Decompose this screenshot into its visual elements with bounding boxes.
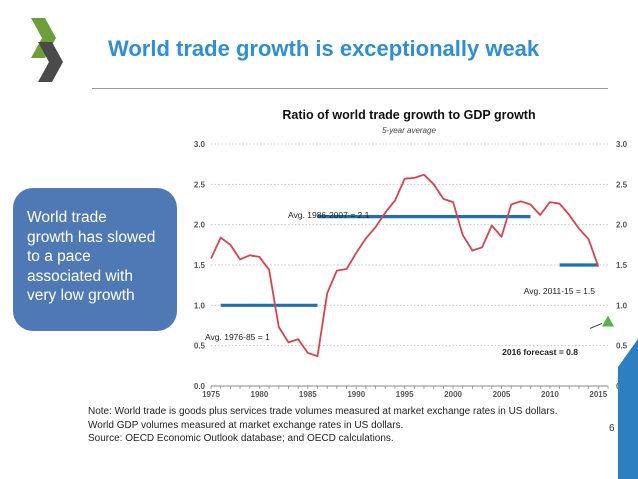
forecast-pointer (589, 323, 603, 329)
x-tick-label: 2000 (444, 390, 462, 399)
page-number: 6 (609, 423, 615, 434)
trade-gdp-ratio-chart: Ratio of world trade growth to GDP growt… (194, 108, 628, 399)
callout-line: associated with (27, 267, 133, 285)
corner-decoration (618, 339, 638, 479)
x-tick-label: 1985 (299, 390, 317, 399)
forecast-label: 2016 forecast = 0.8 (502, 347, 578, 357)
y-tick-label-left: 1.5 (194, 261, 206, 270)
y-tick-label-right: 1.5 (616, 261, 628, 270)
x-tick-label: 1995 (396, 390, 414, 399)
y-tick-label-left: 2.5 (194, 180, 206, 189)
title-divider (92, 88, 608, 89)
slide-title: World trade growth is exceptionally weak (108, 36, 540, 61)
callout-box: World trade growth has slowed to a pace … (13, 188, 177, 331)
y-tick-label-right: 2.5 (616, 180, 628, 189)
forecast-marker (602, 315, 614, 327)
logo-chevron-bottom (38, 42, 63, 82)
x-tick-label: 2015 (589, 390, 607, 399)
average-label: Avg. 1986-2007 = 2.1 (288, 210, 370, 220)
chart-title: Ratio of world trade growth to GDP growt… (282, 108, 535, 122)
y-tick-label-left: 1.0 (194, 301, 206, 310)
y-tick-label-left: 0.0 (194, 382, 206, 391)
chart-notes: Note: World trade is goods plus services… (88, 405, 557, 446)
y-tick-label-right: 1.0 (616, 301, 628, 310)
average-label: Avg. 1976-85 = 1 (205, 332, 270, 342)
x-tick-label: 1990 (347, 390, 365, 399)
note-line: Note: World trade is goods plus services… (88, 406, 558, 417)
callout-line: World trade (27, 209, 107, 226)
y-tick-label-right: 3.0 (616, 140, 628, 149)
callout-line: growth has slowed (27, 228, 156, 246)
y-tick-label-left: 2.0 (194, 221, 206, 230)
y-tick-label-right: 2.0 (616, 221, 628, 230)
chart-subtitle: 5-year average (382, 126, 436, 135)
callout-line: very low growth (27, 287, 135, 304)
y-tick-label-right: 0.5 (616, 342, 628, 351)
x-tick-label: 1980 (251, 390, 269, 399)
note-line: World GDP volumes measured at market exc… (88, 419, 404, 431)
y-tick-label-left: 3.0 (194, 140, 206, 149)
y-tick-label-left: 0.5 (194, 342, 206, 351)
note-line: Source: OECD Economic Outlook database; … (88, 433, 394, 444)
x-tick-label: 2005 (493, 390, 511, 399)
x-tick-label: 2010 (541, 390, 559, 399)
average-label: Avg. 2011-15 = 1.5 (524, 286, 596, 296)
oecd-logo (31, 18, 63, 82)
x-tick-label: 1975 (202, 390, 220, 399)
callout-line: to a pace (27, 248, 91, 265)
series-line (210, 173, 600, 358)
